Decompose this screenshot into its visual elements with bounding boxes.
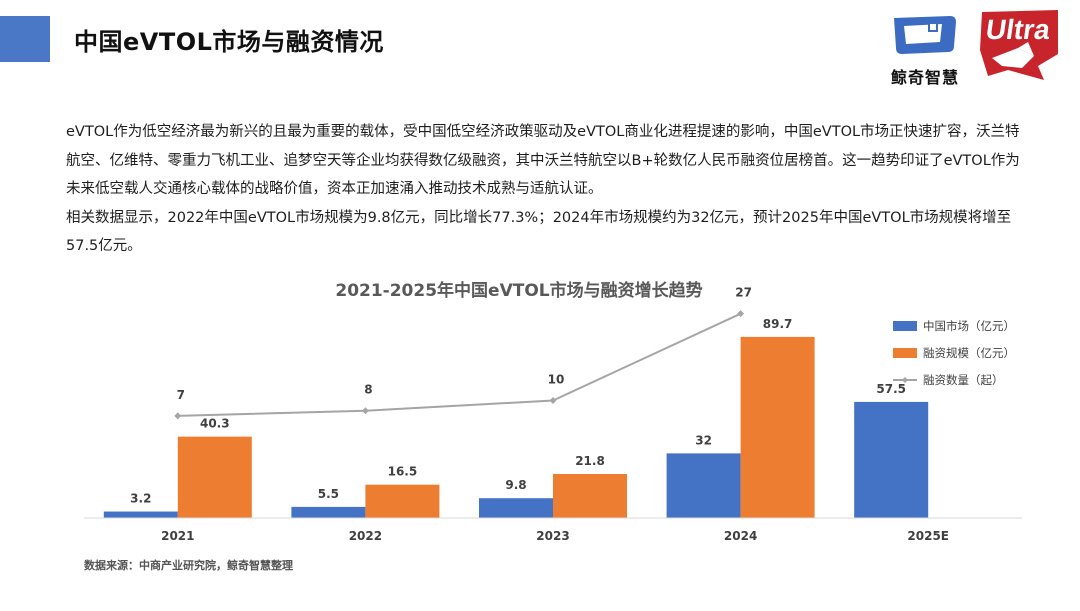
line-point-2021 xyxy=(174,412,182,420)
line-point-2022 xyxy=(361,407,369,415)
body-paragraph: 相关数据显示，2022年中国eVTOL市场规模为9.8亿元，同比增长77.3%；… xyxy=(66,209,1012,255)
body-paragraph: eVTOL作为低空经济最为新兴的且最为重要的载体，受中国低空经济政策驱动及eVT… xyxy=(66,124,1020,197)
page-title: 中国eVTOL市场与融资情况 xyxy=(74,28,384,56)
line-label-2023: 10 xyxy=(548,373,565,387)
bar-label-2021: 3.2 xyxy=(130,492,151,506)
whale-logo: 鲸奇智慧 xyxy=(884,12,966,90)
line-deal-count xyxy=(177,312,742,417)
bar-label-2024: 32 xyxy=(695,433,712,447)
bar-market-2021 xyxy=(103,511,178,518)
line-label-2024: 27 xyxy=(735,286,752,300)
line-label-2022: 8 xyxy=(364,383,372,397)
legend-label: 融资规模（亿元） xyxy=(923,346,1015,360)
bar-financing-2022 xyxy=(365,484,440,518)
legend-label: 中国市场（亿元） xyxy=(923,319,1015,333)
whale-logo-icon xyxy=(894,16,956,54)
legend-marker xyxy=(893,348,917,358)
source-note: 数据来源：中商产业研究院，鲸奇智慧整理 xyxy=(84,559,293,572)
x-tick-label: 2021 xyxy=(161,529,194,543)
bar-financing-2023 xyxy=(553,473,627,518)
line-point-2024 xyxy=(737,310,745,318)
corner-accent xyxy=(0,16,50,62)
chart-title: 2021-2025年中国eVTOL市场与融资增长趋势 xyxy=(335,280,702,301)
bar-market-2025E xyxy=(854,401,929,518)
bar-label-2021: 40.3 xyxy=(200,417,230,431)
legend-label: 融资数量（起） xyxy=(923,373,1004,387)
x-tick-label: 2025E xyxy=(907,529,949,543)
ultra-logo: Ultra xyxy=(978,10,1060,82)
line-point-2023 xyxy=(549,397,557,405)
whale-logo-text: 鲸奇智慧 xyxy=(890,68,959,87)
bar-label-2022: 16.5 xyxy=(388,465,418,479)
bar-label-2022: 5.5 xyxy=(318,487,339,501)
ultra-logo-icon xyxy=(980,10,1058,80)
x-tick-label: 2024 xyxy=(724,529,757,543)
line-label-2021: 7 xyxy=(177,388,185,402)
bar-market-2023 xyxy=(479,498,553,518)
body-text: eVTOL作为低空经济最为新兴的且最为重要的载体，受中国低空经济政策驱动及eVT… xyxy=(66,118,1026,261)
bar-financing-2024 xyxy=(740,336,815,518)
bar-label-2025E: 57.5 xyxy=(876,382,906,396)
bar-financing-2021 xyxy=(177,436,252,518)
legend-marker xyxy=(893,321,917,331)
x-tick-label: 2023 xyxy=(536,529,569,543)
bar-label-2023: 9.8 xyxy=(505,478,526,492)
bar-market-2022 xyxy=(291,506,366,518)
bar-label-2024: 89.7 xyxy=(763,317,793,331)
x-tick-label: 2022 xyxy=(349,529,382,543)
bar-label-2023: 21.8 xyxy=(575,454,605,468)
bar-market-2024 xyxy=(666,453,741,518)
legend-marker-point xyxy=(902,377,908,383)
